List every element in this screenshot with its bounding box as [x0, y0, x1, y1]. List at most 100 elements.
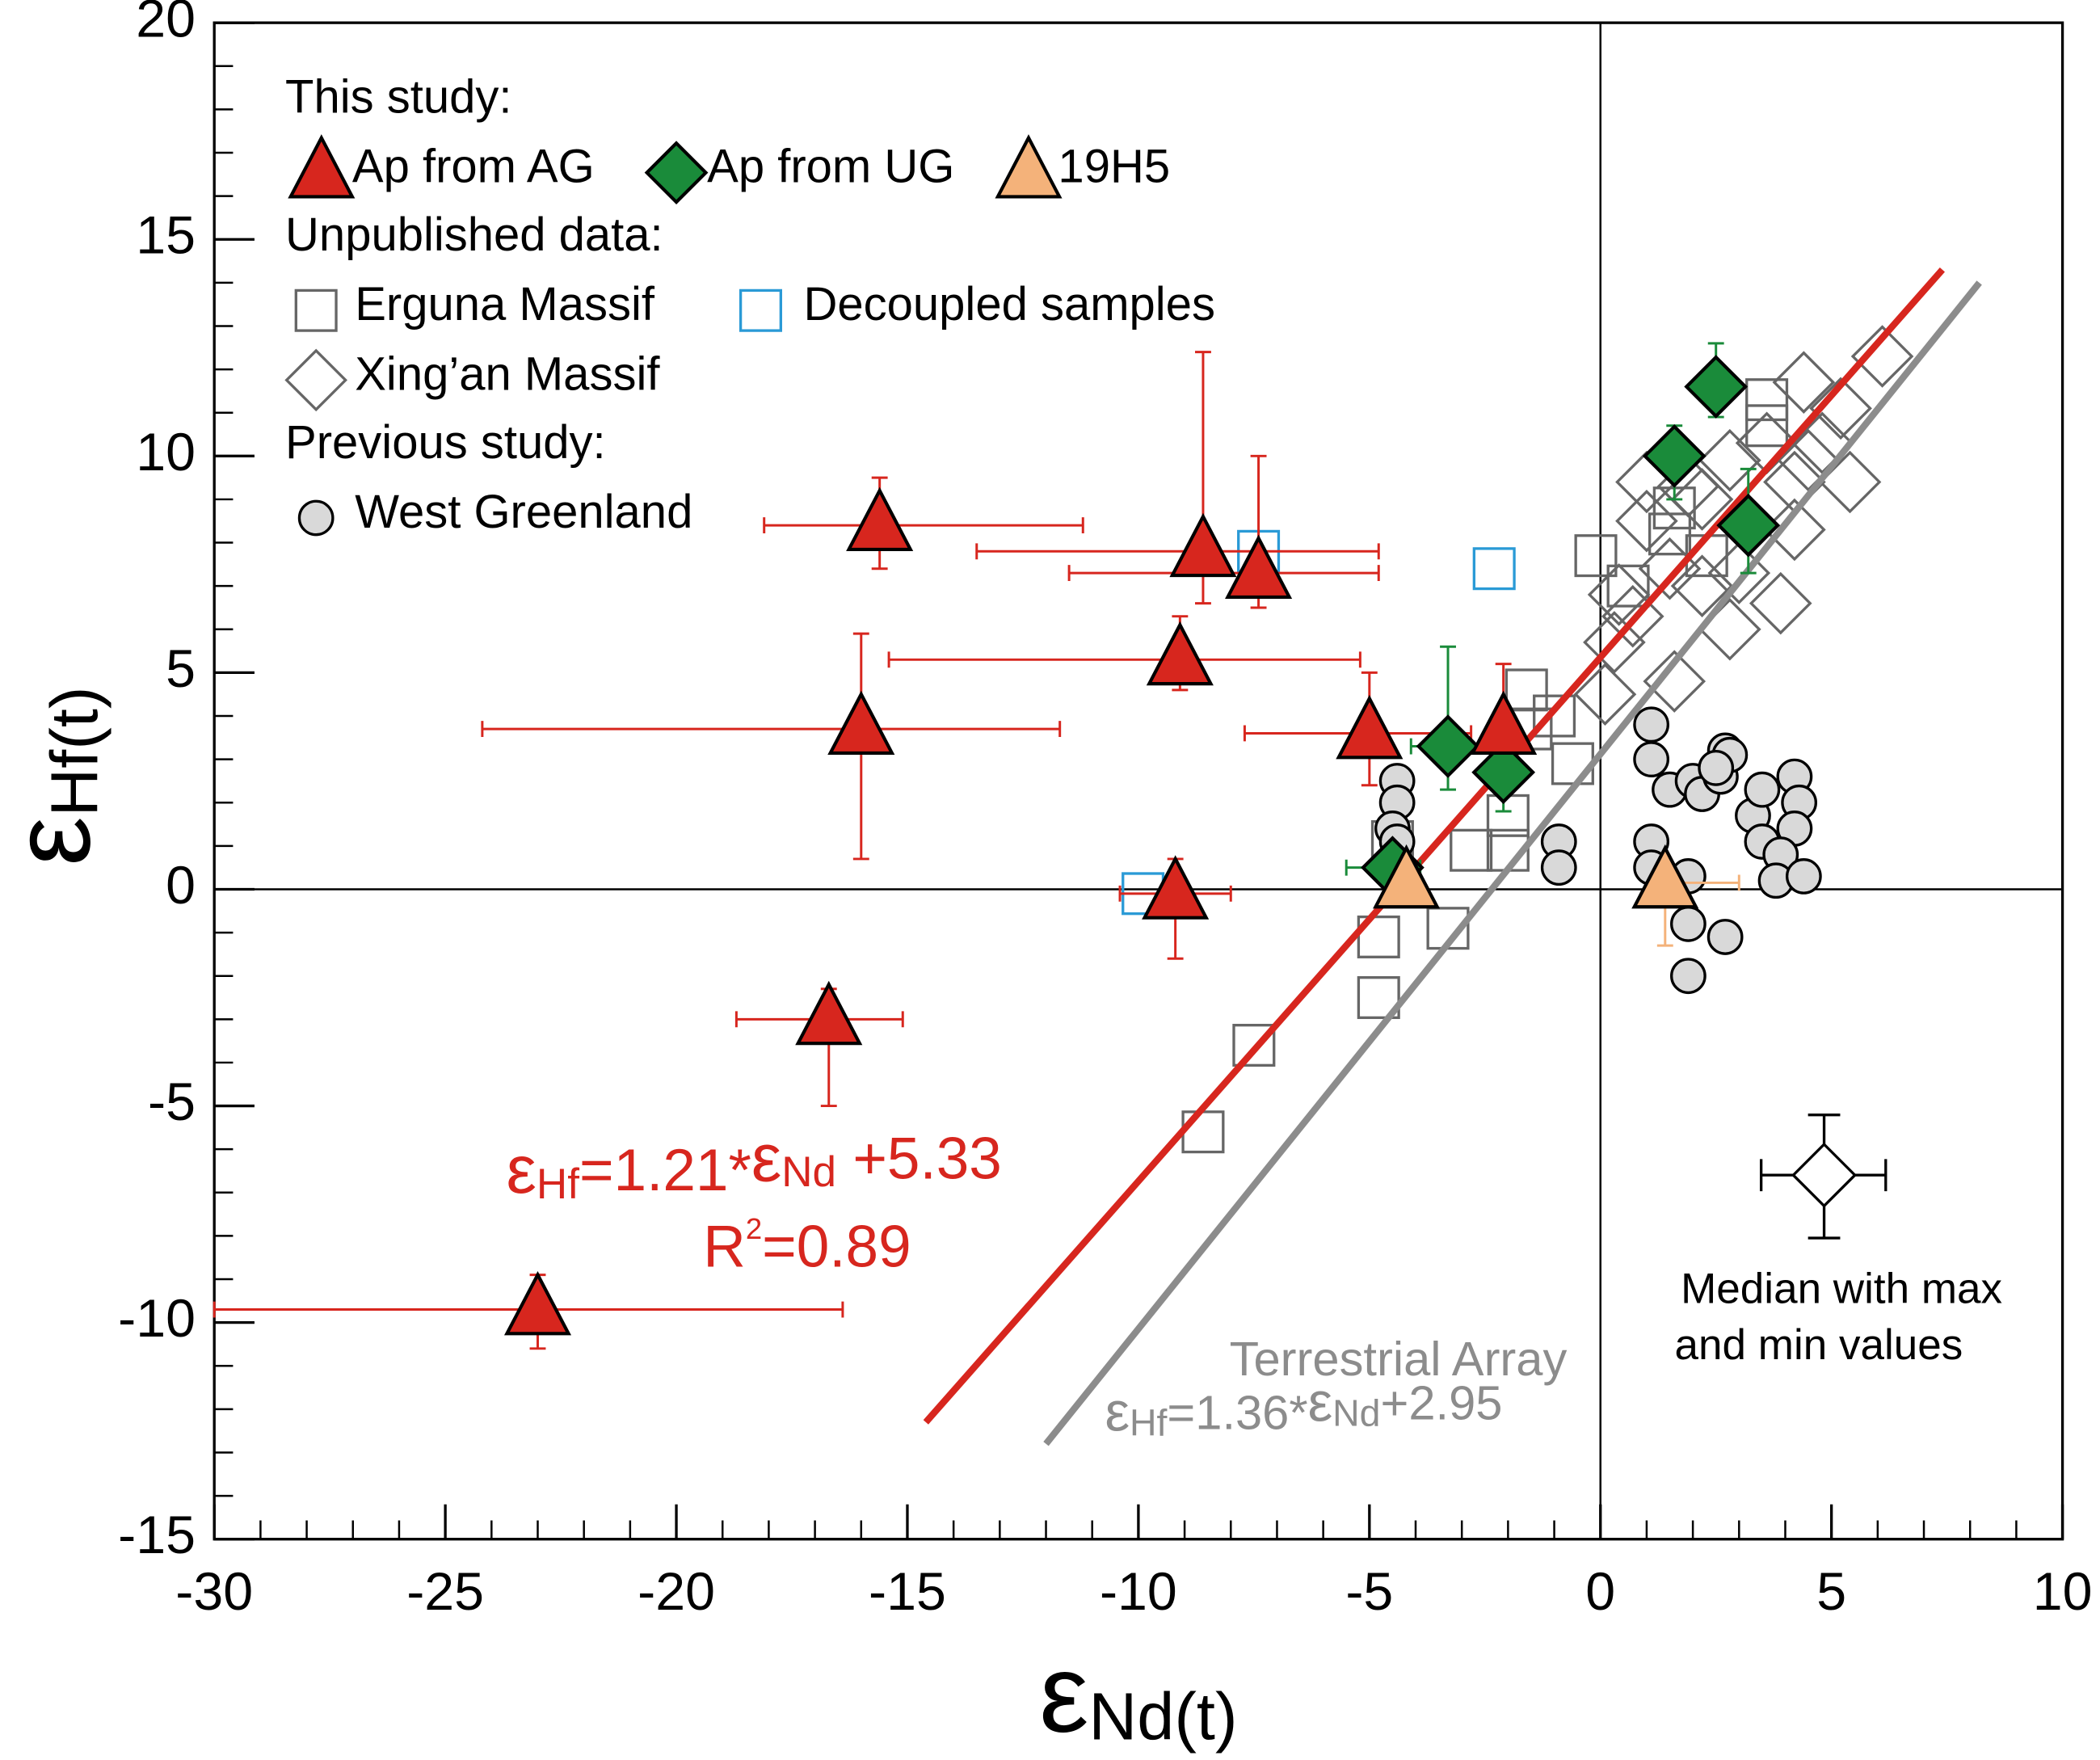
x-tick-label: -15 — [869, 1562, 946, 1622]
data-point — [503, 1271, 572, 1336]
data-point — [1707, 541, 1771, 604]
terrestrial-title: Terrestrial Array — [1230, 1332, 1568, 1386]
legend-marker — [995, 134, 1063, 199]
data-point — [1809, 377, 1872, 440]
legend-label: Ap from UG — [707, 141, 954, 193]
error-bar — [537, 1301, 844, 1318]
x-tick-label: -10 — [1100, 1562, 1177, 1622]
fit-equation-part: =1.21* — [579, 1138, 751, 1203]
data-point — [1633, 706, 1670, 743]
y-axis-title-part: ε — [0, 817, 114, 866]
data-point — [1357, 976, 1400, 1020]
data-point — [1643, 650, 1707, 713]
legend-marker — [294, 288, 338, 332]
legend-group-title: This study: — [285, 72, 511, 124]
data-point — [1698, 428, 1761, 492]
x-tick-label: 5 — [1816, 1562, 1846, 1622]
legend-label: Ap from AG — [352, 141, 595, 193]
y-tick-label: 0 — [166, 856, 196, 916]
data-point — [1716, 493, 1781, 558]
data-point — [1583, 611, 1646, 674]
data-point — [1146, 621, 1214, 686]
data-point — [1850, 325, 1914, 388]
data-point — [1670, 468, 1734, 531]
y-tick-label: 5 — [166, 639, 196, 699]
data-point — [1745, 378, 1789, 422]
legend-marker — [739, 288, 782, 332]
fit-equation-part: Nd — [781, 1148, 836, 1196]
fit-equation-part: +5.33 — [836, 1126, 1002, 1192]
legend-marker — [297, 499, 335, 537]
error-bar — [861, 721, 1062, 738]
data-point — [1181, 1110, 1225, 1154]
data-point — [1450, 828, 1493, 872]
y-tick-label: -5 — [148, 1072, 196, 1132]
x-tick-label: -30 — [175, 1562, 253, 1622]
terrestrial-equation-part: ε — [1308, 1371, 1333, 1434]
data-point — [1573, 663, 1637, 726]
data-point — [1336, 694, 1404, 760]
x-axis-title-part: Nd(t) — [1088, 1679, 1237, 1754]
data-point — [1648, 512, 1692, 556]
error-bar — [1180, 651, 1361, 668]
fit-r2: R2=0.89 — [703, 1212, 911, 1280]
terrestrial-equation-part: Hf — [1130, 1402, 1168, 1444]
legend-marker — [644, 141, 709, 205]
error-bar — [1243, 725, 1370, 742]
error-bar — [1202, 543, 1380, 560]
data-point — [1169, 512, 1237, 578]
data-point — [1777, 428, 1840, 492]
data-point — [1606, 564, 1650, 608]
data-point — [1785, 858, 1822, 895]
data-point — [1471, 740, 1536, 805]
fit-r2-part: 2 — [746, 1212, 762, 1245]
fit-equation: εHf=1.21*εNd +5.33 — [507, 1120, 1002, 1208]
data-point — [1505, 668, 1548, 712]
error-bar — [879, 517, 1084, 534]
legend-label: Erguna Massif — [355, 279, 655, 331]
data-point — [1225, 534, 1293, 599]
data-point — [1142, 855, 1210, 920]
data-point — [1670, 554, 1734, 617]
fit-equation-part: ε — [751, 1120, 781, 1196]
median-symbol — [1759, 1114, 1887, 1240]
fit-equation-part: ε — [507, 1131, 537, 1207]
data-point — [1551, 742, 1594, 785]
data-point — [1818, 450, 1882, 514]
data-point — [1670, 958, 1707, 995]
data-point — [1540, 849, 1577, 886]
data-point — [1707, 919, 1744, 955]
terrestrial-equation-part: +2.95 — [1380, 1375, 1502, 1429]
x-tick-label: -20 — [638, 1562, 715, 1622]
y-tick-label: 20 — [136, 0, 196, 49]
y-axis-title: εHf(t) — [0, 687, 114, 866]
data-point — [1373, 844, 1441, 909]
data-point — [1615, 489, 1678, 553]
data-point — [1601, 584, 1664, 648]
median-note: Median with max — [1681, 1265, 2002, 1312]
data-point — [1670, 906, 1707, 942]
x-axis-title-part: ε — [1039, 1632, 1088, 1756]
data-point — [827, 690, 895, 755]
median-note: and min values — [1675, 1321, 1963, 1369]
legend-group-title: Previous study: — [285, 417, 606, 469]
legend-group-title: Unpublished data: — [285, 209, 663, 261]
data-point — [1472, 547, 1516, 591]
data-point — [1470, 690, 1538, 755]
data-point — [1574, 534, 1618, 578]
data-point — [795, 980, 863, 1046]
legend-label: 19H5 — [1058, 141, 1170, 193]
data-point — [1684, 355, 1749, 419]
data-point — [1745, 404, 1789, 448]
data-point — [1772, 351, 1836, 414]
data-point — [1631, 844, 1699, 909]
error-bar — [481, 721, 861, 738]
data-point — [1232, 1023, 1276, 1067]
error-bar — [975, 543, 1203, 560]
data-point — [1698, 749, 1735, 786]
legend-marker — [288, 134, 356, 199]
legend-label: Xing’an Massif — [355, 348, 660, 400]
x-tick-label: 0 — [1585, 1562, 1615, 1622]
